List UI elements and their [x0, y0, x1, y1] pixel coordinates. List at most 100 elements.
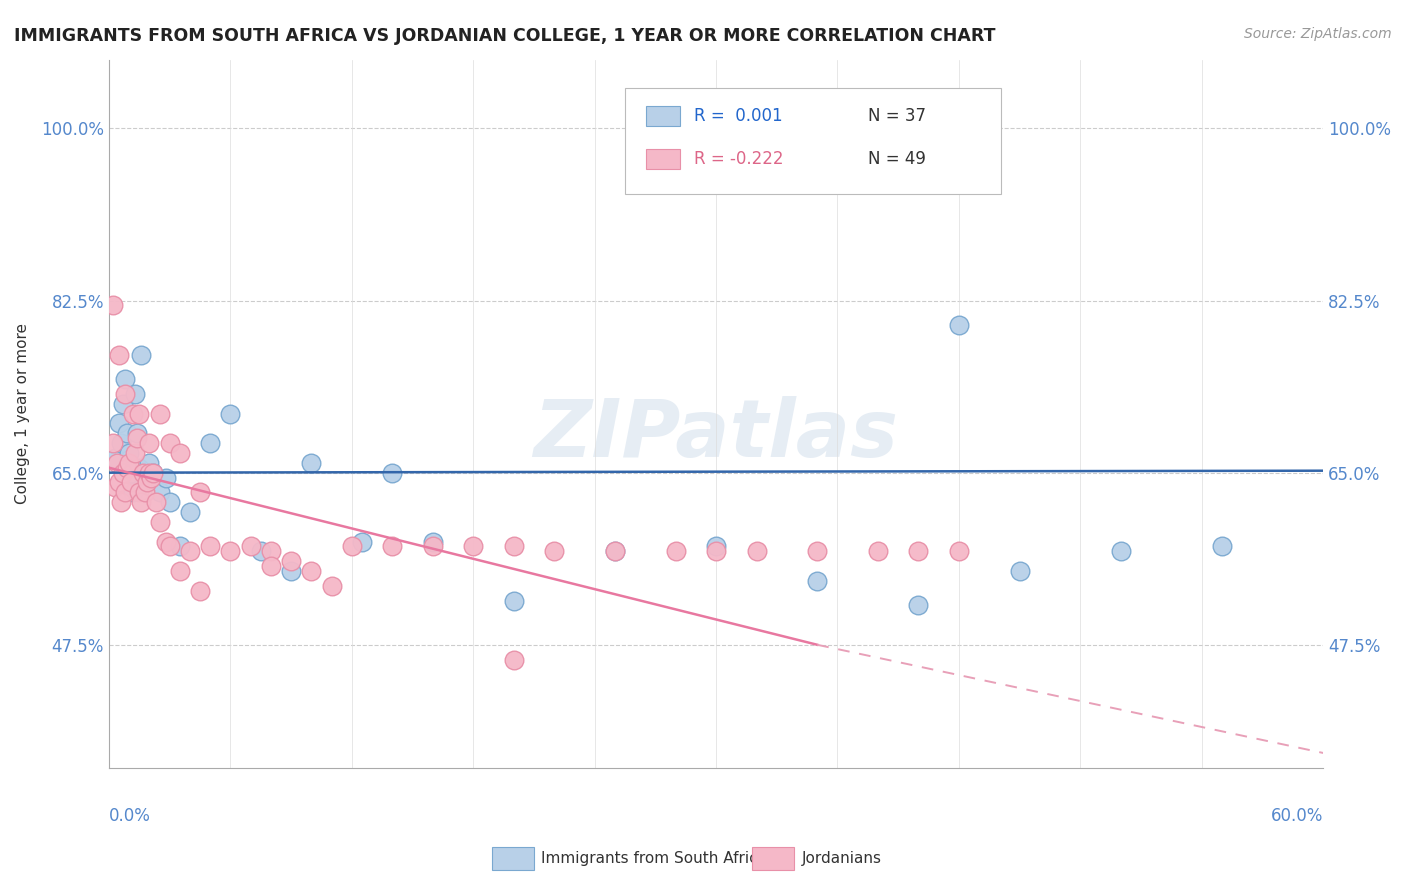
- Point: [948, 318, 970, 333]
- Point: [141, 470, 163, 484]
- Point: [114, 485, 136, 500]
- Point: [115, 426, 138, 441]
- Point: [112, 397, 135, 411]
- Point: [138, 436, 160, 450]
- Point: [131, 495, 153, 509]
- Point: [138, 456, 160, 470]
- Point: [179, 505, 201, 519]
- Point: [124, 387, 146, 401]
- Point: [108, 475, 131, 490]
- Point: [142, 466, 165, 480]
- Point: [145, 495, 167, 509]
- Point: [127, 431, 149, 445]
- Point: [1008, 564, 1031, 578]
- Point: [128, 460, 150, 475]
- Point: [1109, 544, 1132, 558]
- Point: [118, 456, 141, 470]
- Point: [1211, 540, 1233, 554]
- Text: Jordanians: Jordanians: [801, 852, 882, 866]
- Point: [260, 559, 283, 574]
- Text: Source: ZipAtlas.com: Source: ZipAtlas.com: [1244, 27, 1392, 41]
- Point: [603, 544, 626, 558]
- Point: [219, 407, 242, 421]
- Point: [381, 540, 404, 554]
- Point: [104, 450, 127, 465]
- Point: [280, 564, 302, 578]
- Point: [155, 534, 177, 549]
- Point: [340, 540, 363, 554]
- Point: [148, 407, 170, 421]
- FancyBboxPatch shape: [645, 149, 679, 169]
- Point: [299, 564, 322, 578]
- Point: [806, 574, 828, 588]
- Point: [142, 466, 165, 480]
- Text: Immigrants from South Africa: Immigrants from South Africa: [541, 852, 768, 866]
- Point: [179, 544, 201, 558]
- Text: R =  0.001: R = 0.001: [695, 107, 783, 125]
- Point: [422, 540, 444, 554]
- Point: [907, 544, 929, 558]
- Point: [198, 540, 221, 554]
- Point: [120, 475, 142, 490]
- Point: [350, 534, 373, 549]
- Point: [114, 387, 136, 401]
- Point: [198, 436, 221, 450]
- Point: [159, 540, 181, 554]
- Point: [132, 466, 155, 480]
- Point: [866, 544, 889, 558]
- Point: [122, 407, 145, 421]
- Point: [108, 348, 131, 362]
- Point: [118, 446, 141, 460]
- Point: [907, 599, 929, 613]
- Text: ZIPatlas: ZIPatlas: [533, 396, 898, 474]
- Point: [188, 485, 211, 500]
- Point: [134, 475, 156, 490]
- Point: [122, 485, 145, 500]
- Point: [148, 485, 170, 500]
- Point: [169, 540, 191, 554]
- Point: [665, 544, 688, 558]
- Text: N = 49: N = 49: [868, 150, 925, 168]
- Text: IMMIGRANTS FROM SOUTH AFRICA VS JORDANIAN COLLEGE, 1 YEAR OR MORE CORRELATION CH: IMMIGRANTS FROM SOUTH AFRICA VS JORDANIA…: [14, 27, 995, 45]
- Point: [104, 480, 127, 494]
- FancyBboxPatch shape: [626, 88, 1001, 194]
- Point: [159, 495, 181, 509]
- Point: [502, 593, 524, 607]
- Point: [134, 485, 156, 500]
- Point: [422, 534, 444, 549]
- Point: [463, 540, 485, 554]
- Point: [188, 583, 211, 598]
- Point: [108, 417, 131, 431]
- Point: [110, 495, 132, 509]
- Point: [136, 475, 159, 490]
- Point: [502, 652, 524, 666]
- Point: [704, 540, 727, 554]
- Point: [110, 436, 132, 450]
- FancyBboxPatch shape: [645, 106, 679, 126]
- Point: [128, 485, 150, 500]
- Point: [280, 554, 302, 568]
- Point: [124, 446, 146, 460]
- Point: [169, 564, 191, 578]
- Text: N = 37: N = 37: [868, 107, 925, 125]
- Y-axis label: College, 1 year or more: College, 1 year or more: [15, 323, 30, 504]
- Point: [120, 466, 142, 480]
- Point: [159, 436, 181, 450]
- Point: [603, 544, 626, 558]
- Point: [846, 121, 869, 136]
- Point: [148, 515, 170, 529]
- Text: 0.0%: 0.0%: [110, 806, 150, 824]
- Point: [169, 446, 191, 460]
- Point: [948, 544, 970, 558]
- Point: [239, 540, 262, 554]
- Point: [299, 456, 322, 470]
- Point: [105, 456, 128, 470]
- Point: [114, 372, 136, 386]
- Point: [704, 121, 727, 136]
- Point: [115, 460, 138, 475]
- Point: [131, 348, 153, 362]
- Point: [155, 470, 177, 484]
- Point: [381, 466, 404, 480]
- Point: [249, 544, 271, 558]
- Point: [127, 426, 149, 441]
